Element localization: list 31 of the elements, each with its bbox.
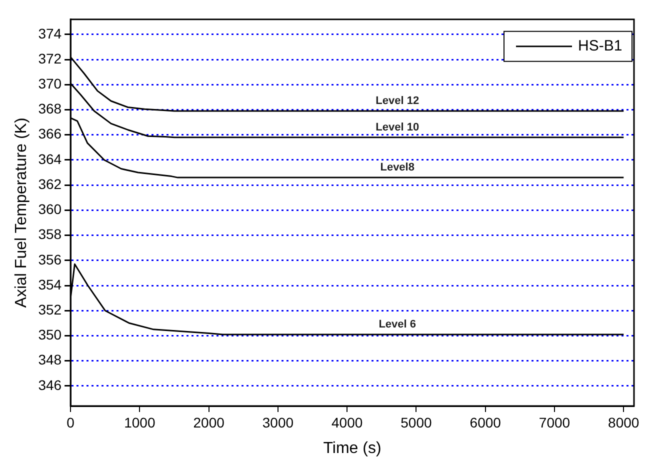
y-tick-label: 364 — [38, 150, 62, 167]
annotation: Level 6 — [378, 318, 416, 330]
y-tick-label: 350 — [38, 326, 62, 343]
y-tick-label: 372 — [38, 50, 62, 66]
annotation: Level 12 — [376, 95, 420, 108]
x-tick-label: 2000 — [193, 414, 225, 430]
y-tick-label: 348 — [38, 352, 62, 368]
x-tick-label: 3000 — [262, 414, 294, 430]
y-tick-label: 354 — [38, 276, 62, 292]
y-tick-label: 356 — [38, 251, 62, 268]
y-tick-label: 366 — [38, 126, 62, 142]
x-tick-label: 4000 — [332, 414, 363, 430]
y-tick-label: 374 — [38, 25, 62, 42]
y-tick-label: 358 — [38, 226, 62, 242]
legend-label: HS-B1 — [578, 38, 622, 55]
y-tick-label: 362 — [38, 176, 62, 192]
annotation: Level8 — [380, 162, 414, 174]
y-axis-title: Axial Fuel Temperature (K) — [13, 118, 30, 308]
x-tick-label: 6000 — [470, 414, 502, 430]
annotation: Level 10 — [376, 121, 420, 134]
x-tick-label: 0 — [66, 414, 75, 430]
y-tick-label: 360 — [38, 201, 62, 218]
y-tick-label: 370 — [38, 76, 62, 92]
x-axis-title: Time (s) — [323, 440, 382, 457]
y-tick-label: 352 — [38, 301, 62, 318]
y-tick-label: 346 — [38, 376, 62, 393]
x-tick-label: 8000 — [608, 414, 640, 430]
x-tick-label: 1000 — [124, 414, 156, 430]
y-tick-label: 368 — [38, 100, 62, 117]
x-tick-label: 5000 — [400, 414, 432, 430]
x-tick-label: 7000 — [538, 414, 570, 430]
